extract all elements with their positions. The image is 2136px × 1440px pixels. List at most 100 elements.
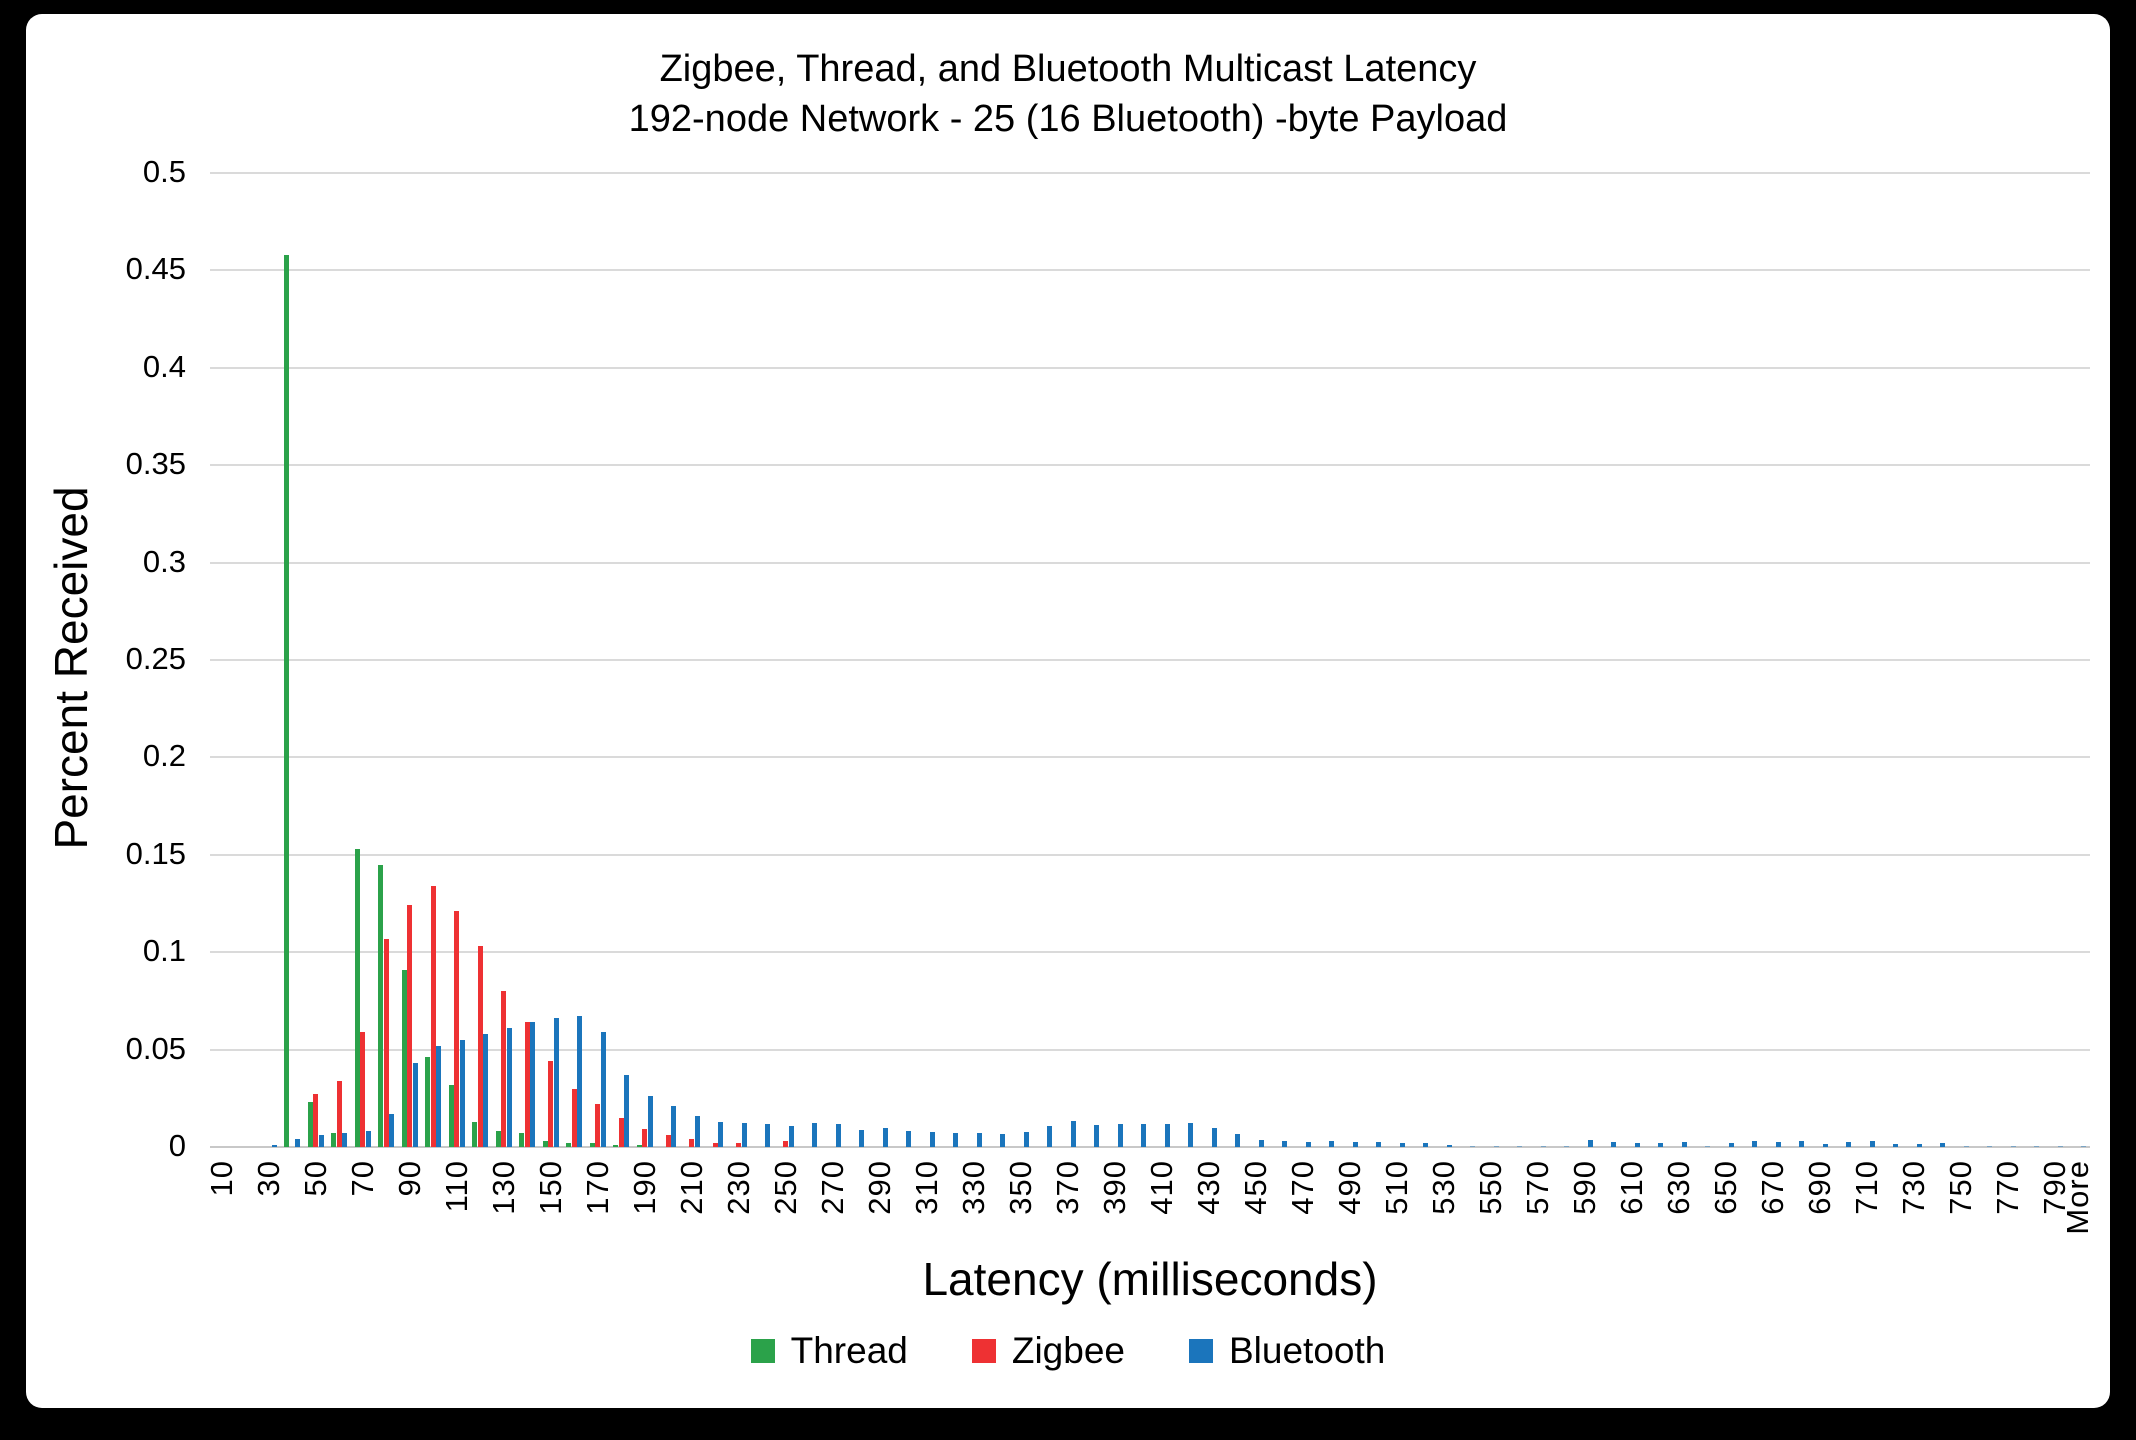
bar-thread-40 [284,255,289,1147]
bar-bluetooth-460 [1282,1141,1287,1147]
bar-thread-150 [543,1141,548,1147]
bar-bluetooth-180 [624,1075,629,1147]
bar-zigbee-60 [337,1081,342,1147]
y-tick-label: 0.4 [142,348,186,384]
legend-label-thread: Thread [790,1330,908,1371]
y-tick-label: 0.2 [142,738,186,774]
bar-bluetooth-170 [601,1032,606,1147]
legend-swatch-bluetooth [1189,1339,1213,1363]
bar-bluetooth-390 [1118,1124,1123,1147]
bar-bluetooth-70 [366,1131,371,1147]
x-tick-label-10: 10 [204,1160,239,1197]
bar-bluetooth-400 [1141,1124,1146,1147]
bar-bluetooth-310 [930,1132,935,1147]
bar-bluetooth-560 [1517,1146,1522,1147]
x-tick-label-510: 510 [1379,1160,1414,1215]
bar-thread-190 [637,1145,642,1147]
bar-bluetooth-510 [1400,1143,1405,1147]
bar-bluetooth-230 [742,1123,747,1147]
bar-bluetooth-50 [319,1135,324,1147]
bar-zigbee-110 [454,911,459,1147]
bar-bluetooth-130 [507,1028,512,1147]
legend-swatch-thread [750,1339,775,1363]
bar-bluetooth-790 [2058,1146,2063,1147]
bar-zigbee-150 [548,1061,553,1147]
bar-zigbee-170 [595,1104,600,1147]
x-tick-label-270: 270 [815,1160,850,1215]
x-tick-label-670: 670 [1755,1160,1790,1215]
legend-item-bluetooth: Bluetooth [1189,1330,1385,1372]
bar-bluetooth-450 [1259,1140,1264,1147]
x-tick-label-590: 590 [1567,1160,1602,1215]
x-tick-label-330: 330 [956,1160,991,1215]
x-tick-label-370: 370 [1050,1160,1085,1215]
bar-bluetooth-380 [1094,1125,1099,1147]
x-tick-label-730: 730 [1896,1160,1931,1215]
bar-bluetooth-670 [1776,1142,1781,1147]
bar-zigbee-50 [313,1094,318,1147]
x-tick-label-750: 750 [1943,1160,1978,1215]
y-tick-label: 0.1 [142,933,186,969]
bar-bluetooth-530 [1447,1145,1452,1147]
x-tick-label-More: More [2060,1160,2095,1235]
bar-bluetooth-290 [883,1128,888,1147]
x-tick-label-290: 290 [862,1160,897,1215]
bar-bluetooth-320 [953,1133,958,1147]
bar-bluetooth-570 [1541,1146,1546,1147]
bar-bluetooth-220 [718,1122,723,1147]
bar-bluetooth-660 [1752,1141,1757,1147]
y-tick-label: 0.5 [142,154,186,189]
bar-bluetooth-740 [1940,1143,1945,1147]
x-axis-line [210,1146,2090,1148]
bar-bluetooth-210 [695,1116,700,1147]
bar-bluetooth-260 [812,1123,817,1147]
bar-zigbee-160 [572,1089,577,1147]
bar-bluetooth-600 [1611,1142,1616,1147]
bar-bluetooth-420 [1188,1123,1193,1147]
bar-bluetooth-720 [1893,1144,1898,1147]
bar-bluetooth-250 [789,1126,794,1147]
bar-bluetooth-610 [1635,1143,1640,1147]
bar-bluetooth-100 [436,1046,441,1147]
x-tick-label-110: 110 [439,1160,474,1213]
bar-bluetooth-360 [1047,1126,1052,1147]
gridline [210,464,2090,467]
x-tick-label-390: 390 [1097,1160,1132,1215]
bar-bluetooth-680 [1799,1141,1804,1147]
bar-bluetooth-750 [1964,1146,1969,1147]
bar-bluetooth-200 [671,1106,676,1147]
x-tick-label-70: 70 [345,1160,380,1197]
bar-thread-50 [308,1102,313,1147]
bar-zigbee-140 [525,1022,530,1147]
bar-thread-80 [378,865,383,1147]
chart-card: Zigbee, Thread, and Bluetooth Multicast … [26,14,2110,1408]
bar-bluetooth-40 [295,1139,300,1147]
bar-zigbee-230 [736,1143,741,1147]
x-axis-title: Latency (milliseconds) [922,1253,1378,1305]
gridline [210,269,2090,272]
bar-bluetooth-140 [530,1022,535,1147]
x-tick-label-150: 150 [533,1160,568,1215]
x-tick-label-210: 210 [674,1160,709,1215]
bar-bluetooth-520 [1423,1143,1428,1147]
bar-bluetooth-620 [1658,1143,1663,1147]
bar-bluetooth-630 [1682,1142,1687,1147]
bar-zigbee-90 [407,905,412,1147]
bar-zigbee-210 [689,1139,694,1147]
bar-zigbee-130 [501,991,506,1147]
gridline [210,756,2090,759]
gridline [210,853,2090,856]
bar-bluetooth-120 [483,1034,488,1147]
x-tick-label-170: 170 [580,1160,615,1215]
bar-bluetooth-330 [977,1133,982,1147]
bar-bluetooth-30 [272,1145,277,1147]
bar-bluetooth-160 [577,1016,582,1147]
bar-bluetooth-550 [1494,1146,1499,1147]
bar-bluetooth-770 [2011,1146,2016,1147]
bar-bluetooth-760 [1987,1146,1992,1147]
legend-label-zigbee: Zigbee [1011,1330,1125,1371]
bar-thread-120 [472,1122,477,1147]
bar-thread-170 [590,1143,595,1147]
bar-bluetooth-640 [1705,1146,1710,1147]
bar-bluetooth-580 [1564,1146,1569,1147]
